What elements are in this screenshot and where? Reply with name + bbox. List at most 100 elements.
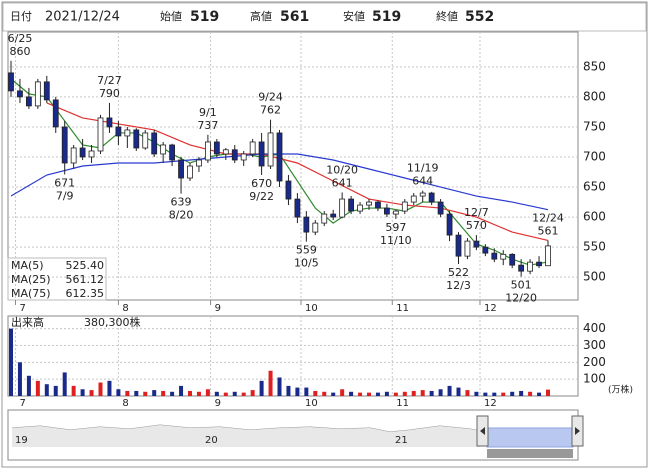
- volume-bar: [465, 390, 470, 396]
- candle-body: [142, 132, 149, 149]
- volume-bar: [429, 390, 434, 396]
- candle-body: [61, 126, 68, 164]
- candle-body: [303, 216, 310, 233]
- candle-body: [473, 240, 480, 248]
- volume-bar: [134, 390, 139, 396]
- header-value: 519: [372, 9, 401, 25]
- y-tick-label: 500: [583, 270, 606, 284]
- candle-body: [509, 253, 516, 266]
- volume-bar: [17, 362, 22, 396]
- y-tick-label: 800: [583, 89, 606, 103]
- x-tick-label: 7: [19, 303, 25, 314]
- annotation-value: 597: [385, 221, 406, 234]
- annotation-value: 671: [54, 176, 75, 189]
- candle-body: [43, 81, 50, 101]
- annotation-date: 11/10: [380, 234, 412, 247]
- candle-body: [8, 72, 14, 92]
- volume-bar: [232, 391, 237, 396]
- annotation-value: 762: [260, 104, 281, 117]
- candle-body: [204, 141, 211, 161]
- candle-body: [213, 141, 220, 155]
- x-tick-label: 7: [19, 398, 25, 409]
- volume-bar: [277, 377, 282, 396]
- x-tick-label: 12: [484, 303, 497, 314]
- volume-bar: [188, 390, 192, 396]
- annotation-value: 639: [171, 196, 192, 209]
- volume-bar: [161, 390, 166, 396]
- candle-body: [348, 198, 355, 212]
- volume-bar: [340, 389, 345, 396]
- header-label: 終値: [436, 9, 458, 23]
- header-label: 安値: [343, 9, 365, 23]
- annotation-value: 670: [251, 177, 272, 190]
- candle-body: [285, 180, 292, 200]
- candle-body: [392, 210, 399, 215]
- volume-bar: [268, 370, 273, 396]
- x-tick-label: 9: [215, 303, 221, 314]
- volume-bar: [367, 392, 371, 396]
- handle-arrow: [575, 427, 580, 435]
- candle-body: [258, 141, 265, 167]
- annotation-date: 12/7: [464, 206, 489, 219]
- volume-bar: [241, 392, 246, 396]
- annotation-date: 12/20: [505, 292, 537, 305]
- navigator-label: 21: [395, 435, 408, 446]
- candle-body: [375, 201, 381, 209]
- annotation-date: 10/5: [294, 257, 319, 270]
- x-tick-label: 8: [122, 398, 128, 409]
- candle-body: [383, 207, 390, 215]
- candle-body: [321, 213, 328, 224]
- volume-bar: [98, 382, 103, 396]
- candle-body: [97, 117, 104, 152]
- scrollbar-thumb[interactable]: [487, 449, 573, 458]
- volume-bar: [313, 390, 318, 396]
- volume-bar: [474, 391, 479, 396]
- volume-bar: [411, 390, 416, 396]
- candle-body: [17, 90, 23, 98]
- candle-body: [294, 198, 301, 218]
- candle-body: [240, 153, 247, 161]
- volume-bar: [528, 391, 533, 396]
- y-tick-label: 850: [583, 59, 606, 73]
- candle-body: [312, 222, 319, 233]
- annotation-date: 9/24: [258, 91, 283, 104]
- candle-body: [437, 201, 444, 215]
- volume-bar: [384, 391, 389, 396]
- candle-body: [133, 129, 140, 149]
- volume-bar: [62, 372, 67, 396]
- volume-bar: [53, 385, 58, 396]
- annotation-date: 9/1: [199, 106, 217, 119]
- candle-body: [482, 246, 489, 254]
- header-label: 日付: [10, 10, 32, 23]
- volume-bar: [9, 328, 13, 396]
- candle-body: [410, 195, 417, 203]
- candle-body: [276, 132, 283, 182]
- navigator-label: 19: [15, 435, 28, 446]
- annotation-date: 7/27: [97, 74, 122, 87]
- candle-body: [25, 96, 32, 107]
- candle-body: [187, 165, 193, 179]
- volume-bar: [349, 391, 354, 396]
- header-value: 519: [190, 9, 219, 25]
- volume-bar: [35, 380, 40, 396]
- candle-body: [366, 201, 372, 206]
- annotation-value: 790: [99, 87, 120, 100]
- navigator-range[interactable]: [486, 427, 574, 448]
- volume-bar: [250, 390, 255, 396]
- y-tick-label: 600: [583, 210, 606, 224]
- annotation-date: 8/20: [169, 209, 194, 222]
- candle-body: [115, 126, 122, 137]
- volume-bar: [537, 392, 542, 396]
- volume-bar: [26, 375, 31, 396]
- price-panel: [7, 31, 579, 301]
- candle-body: [169, 144, 176, 161]
- candle-body: [160, 144, 167, 155]
- candle-body: [151, 132, 158, 155]
- volume-bar: [322, 391, 327, 396]
- volume-bar: [402, 391, 407, 396]
- candle-body: [88, 150, 95, 158]
- volume-bar: [295, 387, 300, 396]
- legend-value: 525.40: [66, 259, 105, 272]
- header-value: 561: [280, 9, 309, 25]
